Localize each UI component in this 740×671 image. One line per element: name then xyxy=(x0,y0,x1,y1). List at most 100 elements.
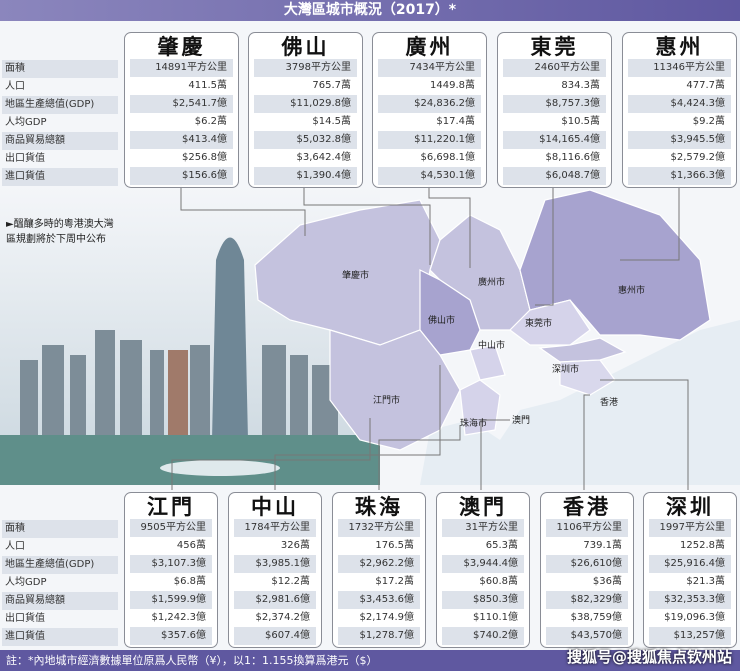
city-value: $8,757.3億 xyxy=(503,95,606,113)
city-value: $2,374.2億 xyxy=(255,612,310,623)
city-value: 1732平方公里 xyxy=(338,519,420,537)
city-name: 澳門 xyxy=(459,494,507,519)
city-value: $740.2億 xyxy=(442,627,524,645)
note-line: ►醞釀多時的粵港澳大灣 xyxy=(6,219,114,230)
map-label-guangzhou: 廣州市 xyxy=(478,276,505,288)
city-value: $3,107.3億 xyxy=(130,555,212,573)
city-value: $3,985.1億 xyxy=(234,555,316,573)
city-value: $17.4萬 xyxy=(436,116,475,127)
city-card: 江門 9505平方公里 456萬 $3,107.3億 $6.8萬 $1,599.9億 $1,… xyxy=(124,492,218,648)
city-value: $9.2萬 xyxy=(692,116,725,127)
city-card: 深圳 1997平方公里 1252.8萬 $25,916.4億 $21.3萬 $32,353… xyxy=(643,492,737,648)
city-value: 326萬 xyxy=(280,540,310,551)
city-value: $2,579.2億 xyxy=(670,152,725,163)
city-value: 739.1萬 xyxy=(583,540,622,551)
row-label: 商品貿易總額 xyxy=(2,592,118,610)
city-name: 深圳 xyxy=(666,494,714,519)
city-value: $6.8萬 xyxy=(173,576,206,587)
row-labels-top: 面積人口地區生產總值(GDP) 人均GDP 商品貿易總額出口貨值進口貨值 xyxy=(2,60,118,186)
city-value: $1,366.3億 xyxy=(628,167,731,185)
map-label-jiangmen: 江門市 xyxy=(373,394,400,406)
row-label: 出口貨值 xyxy=(5,613,45,624)
row-label: 地區生產總值(GDP) xyxy=(2,96,118,114)
city-value: $4,424.3億 xyxy=(628,95,731,113)
row-label: 面積 xyxy=(2,60,118,78)
city-value: $1,390.4億 xyxy=(254,167,357,185)
city-name: 東莞 xyxy=(530,34,579,59)
city-value: $156.6億 xyxy=(130,167,233,185)
city-value: $3,944.4億 xyxy=(442,555,524,573)
city-value: $14,165.4億 xyxy=(503,131,606,149)
city-value: $1,242.3億 xyxy=(151,612,206,623)
map-labels: 肇慶市 廣州市 惠州市 佛山市 東莞市 中山市 深圳市 江門市 珠海市 澳門 香… xyxy=(342,269,645,429)
city-value: $32,353.3億 xyxy=(649,591,731,609)
map-label-foshan: 佛山市 xyxy=(428,314,455,326)
city-value: $1,599.9億 xyxy=(130,591,212,609)
city-value: 14891平方公里 xyxy=(130,59,233,77)
city-value: $26,610億 xyxy=(546,555,628,573)
city-value: 477.7萬 xyxy=(686,80,725,91)
city-value: $3,945.5億 xyxy=(628,131,731,149)
city-name: 惠州 xyxy=(655,34,704,59)
city-card: 珠海 1732平方公里 176.5萬 $2,962.2億 $17.2萬 $3,453.6億… xyxy=(332,492,426,648)
city-value: 65.3萬 xyxy=(485,540,518,551)
city-value: 3798平方公里 xyxy=(254,59,357,77)
city-value: $2,541.7億 xyxy=(130,95,233,113)
city-card: 佛山 3798平方公里 765.7萬 $11,029.8億 $14.5萬 $5,032.8… xyxy=(248,32,363,188)
city-card: 澳門 31平方公里 65.3萬 $3,944.4億 $60.8萬 $850.3億 $110.… xyxy=(436,492,530,648)
row-label: 出口貨值 xyxy=(5,153,45,164)
city-name: 佛山 xyxy=(281,34,330,59)
city-value: 456萬 xyxy=(176,540,206,551)
city-value: $17.2萬 xyxy=(375,576,414,587)
row-label: 商品貿易總額 xyxy=(2,132,118,150)
row-label: 人均GDP xyxy=(5,117,47,128)
row-label: 人口 xyxy=(5,81,25,92)
note-line: 區規劃將於下周中公布 xyxy=(6,234,106,245)
city-value: $21.3萬 xyxy=(686,576,725,587)
city-name: 中山 xyxy=(251,494,299,519)
row-label: 進口貨值 xyxy=(2,628,118,646)
city-name: 江門 xyxy=(147,494,195,519)
row-label: 進口貨值 xyxy=(2,168,118,186)
city-value: $12.2萬 xyxy=(271,576,310,587)
map-label-zhaoqing: 肇慶市 xyxy=(342,269,369,281)
city-value: 1784平方公里 xyxy=(234,519,316,537)
map-label-macau: 澳門 xyxy=(512,414,530,426)
city-value: $38,759億 xyxy=(570,612,622,623)
map-label-zhuhai: 珠海市 xyxy=(460,417,487,429)
city-card: 惠州 11346平方公里 477.7萬 $4,424.3億 $9.2萬 $3,945.5億… xyxy=(622,32,737,188)
bay-area-map: 肇慶市 廣州市 惠州市 佛山市 東莞市 中山市 深圳市 江門市 珠海市 澳門 香… xyxy=(0,185,740,490)
city-card: 中山 1784平方公里 326萬 $3,985.1億 $12.2萬 $2,981.6億 $2… xyxy=(228,492,322,648)
city-value: 1106平方公里 xyxy=(546,519,628,537)
city-value: $60.8萬 xyxy=(479,576,518,587)
map-label-huizhou: 惠州市 xyxy=(618,284,645,296)
city-value: $43,570億 xyxy=(546,627,628,645)
map-label-zhongshan: 中山市 xyxy=(478,339,505,351)
row-labels-bottom: 面積 人口 地區生產總值(GDP) 人均GDP 商品貿易總額 出口貨值 進口貨值 xyxy=(2,520,118,646)
map-regions xyxy=(254,189,711,451)
city-value: $110.1億 xyxy=(473,612,518,623)
city-card: 東莞 2460平方公里 834.3萬 $8,757.3億 $10.5萬 $14,165.4… xyxy=(497,32,612,188)
city-value: $607.4億 xyxy=(234,627,316,645)
city-value: $8,116.6億 xyxy=(545,152,600,163)
city-value: 411.5萬 xyxy=(188,80,227,91)
city-value: 765.7萬 xyxy=(312,80,351,91)
page-title: 大灣區城市概況（2017）* xyxy=(0,0,740,21)
city-name: 珠海 xyxy=(355,494,403,519)
city-card: 香港 1106平方公里 739.1萬 $26,610億 $36萬 $82,329億 $38,… xyxy=(540,492,634,648)
city-value: 2460平方公里 xyxy=(503,59,606,77)
city-skyline-photo xyxy=(0,237,380,485)
map-label-hongkong: 香港 xyxy=(600,396,618,408)
city-value: $5,032.8億 xyxy=(254,131,357,149)
city-value: 176.5萬 xyxy=(375,540,414,551)
city-value: $1,278.7億 xyxy=(338,627,420,645)
city-value: 31平方公里 xyxy=(442,519,524,537)
city-value: $10.5萬 xyxy=(561,116,600,127)
city-value: 7434平方公里 xyxy=(378,59,481,77)
city-value: $36萬 xyxy=(592,576,622,587)
city-value: $3,453.6億 xyxy=(338,591,420,609)
city-card: 肇慶 14891平方公里 411.5萬 $2,541.7億 $6.2萬 $413.4億 $2… xyxy=(124,32,239,188)
row-label: 人口 xyxy=(5,541,25,552)
city-value: $11,220.1億 xyxy=(378,131,481,149)
city-value: $357.6億 xyxy=(130,627,212,645)
